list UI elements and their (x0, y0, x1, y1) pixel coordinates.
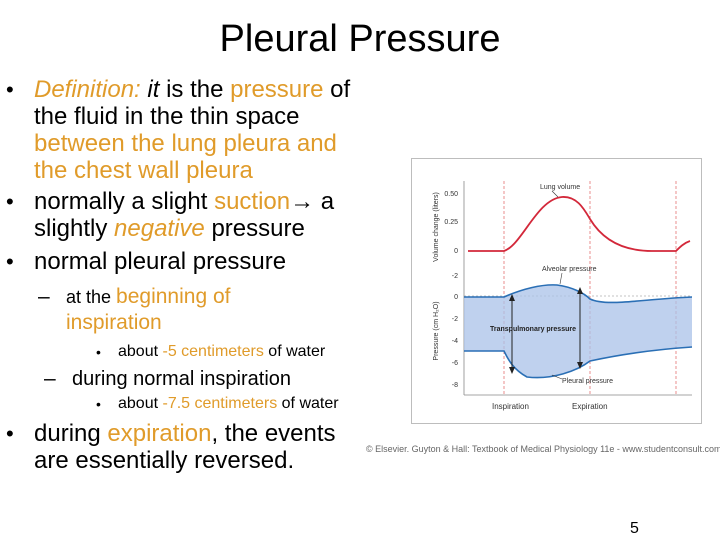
definition-line4: the chest wall pleura (34, 157, 253, 184)
bullet-dot-icon: • (96, 396, 101, 412)
suction-line2-pre: slightly (34, 215, 115, 242)
sub-bullet-during: – during normal inspiration (44, 366, 292, 392)
leader-line (559, 272, 563, 285)
bottom-tick: -4 (452, 338, 458, 345)
leader-line (551, 374, 563, 380)
bullet-definition: • Definition: it is the pressure of the … (6, 76, 351, 184)
lung-volume-curve (468, 196, 691, 252)
definition-is-the: is the (159, 76, 231, 103)
bottom-tick: 0 (454, 294, 458, 301)
suction-prefix: normally a slight (34, 188, 215, 215)
top-ylabel: Volume change (liters) (433, 192, 440, 262)
expiration-suffix: , the events (211, 420, 336, 447)
suction-line2-post: pressure (204, 215, 305, 242)
sub-sub-2-highlight: -7.5 centimeters (162, 395, 278, 412)
sub-sub-1-prefix: about (118, 343, 163, 360)
definition-line3: between the lung pleura and (34, 130, 337, 157)
suction-arrow: → a (290, 188, 335, 215)
bottom-tick: -2 (452, 273, 458, 280)
dash-icon: – (44, 367, 56, 390)
sub-sub-2-prefix: about (118, 395, 163, 412)
expiration-prefix: during (34, 420, 108, 447)
sub-beginning-highlight2: inspiration (66, 311, 162, 334)
sub-during-text: during normal inspiration (72, 368, 292, 390)
top-tick: 0.25 (444, 219, 458, 226)
top-tick: 0 (454, 248, 458, 255)
page-number: 5 (630, 520, 639, 537)
bullet-expiration: • during expiration, the events are esse… (6, 420, 336, 474)
lung-volume-label: Lung volume (540, 184, 580, 191)
pleural-pressure-figure: Volume change (liters) Pressure (cm H₂O)… (411, 158, 702, 424)
alveolar-pressure-label: Alveolar pressure (542, 266, 597, 273)
bullet-dot-icon: • (6, 77, 14, 102)
sub-sub-2-suffix: of water (277, 395, 339, 412)
figure-credit: © Elsevier. Guyton & Hall: Textbook of M… (366, 444, 720, 454)
arrow-head-icon (509, 367, 515, 374)
bottom-tick: -8 (452, 382, 458, 389)
dash-icon: – (38, 285, 50, 308)
normal-text: normal pleural pressure (34, 248, 287, 275)
bullet-dot-icon: • (6, 421, 14, 446)
bottom-ylabel: Pressure (cm H₂O) (433, 301, 440, 360)
sub-beginning-highlight1: beginning of (116, 285, 231, 308)
pleural-pressure-label: Pleural pressure (562, 378, 613, 385)
bottom-tick: -6 (452, 360, 458, 367)
arrow-head-icon (509, 294, 515, 301)
inspiration-label: Inspiration (492, 402, 529, 411)
expiration-highlight: expiration (107, 420, 212, 447)
definition-of: of (323, 76, 351, 103)
expiration-line2: are essentially reversed. (34, 447, 295, 474)
arrow-head-icon (577, 362, 583, 369)
bottom-tick: -2 (452, 316, 458, 323)
suction-negative: negative (114, 215, 205, 242)
bullet-dot-icon: • (96, 344, 101, 360)
slide-title: Pleural Pressure (219, 18, 501, 60)
sub-beginning-prefix: at the (66, 287, 117, 307)
bullet-normal: • normal pleural pressure (6, 248, 287, 275)
figure-svg: Volume change (liters) Pressure (cm H₂O)… (433, 181, 693, 411)
bullet-suction: • normally a slight suction→ a slightly … (6, 188, 335, 242)
leader-line (551, 190, 559, 198)
sub-sub-1-suffix: of water (263, 343, 326, 360)
definition-label: Definition: (34, 76, 141, 103)
transpulmonary-label: Transpulmonary pressure (490, 326, 576, 333)
sub-bullet-beginning: – at the beginning of inspiration (38, 284, 231, 336)
sub-sub-bullet-5cm: • about -5 centimeters of water (96, 342, 326, 362)
definition-pressure: pressure (230, 76, 324, 103)
bullet-dot-icon: • (6, 189, 14, 214)
definition-line2: the fluid in the thin space (34, 103, 300, 130)
top-tick: 0.50 (444, 191, 458, 198)
expiration-label: Expiration (572, 402, 608, 411)
sub-sub-1-highlight: -5 centimeters (162, 343, 264, 360)
bullet-dot-icon: • (6, 249, 14, 274)
definition-it: it (147, 76, 160, 103)
pleural-pressure-curve (464, 346, 693, 379)
suction-highlight: suction (214, 188, 291, 215)
sub-sub-bullet-7-5cm: • about -7.5 centimeters of water (96, 394, 339, 414)
transpulmonary-band (464, 284, 692, 378)
arrow-head-icon (577, 287, 583, 294)
